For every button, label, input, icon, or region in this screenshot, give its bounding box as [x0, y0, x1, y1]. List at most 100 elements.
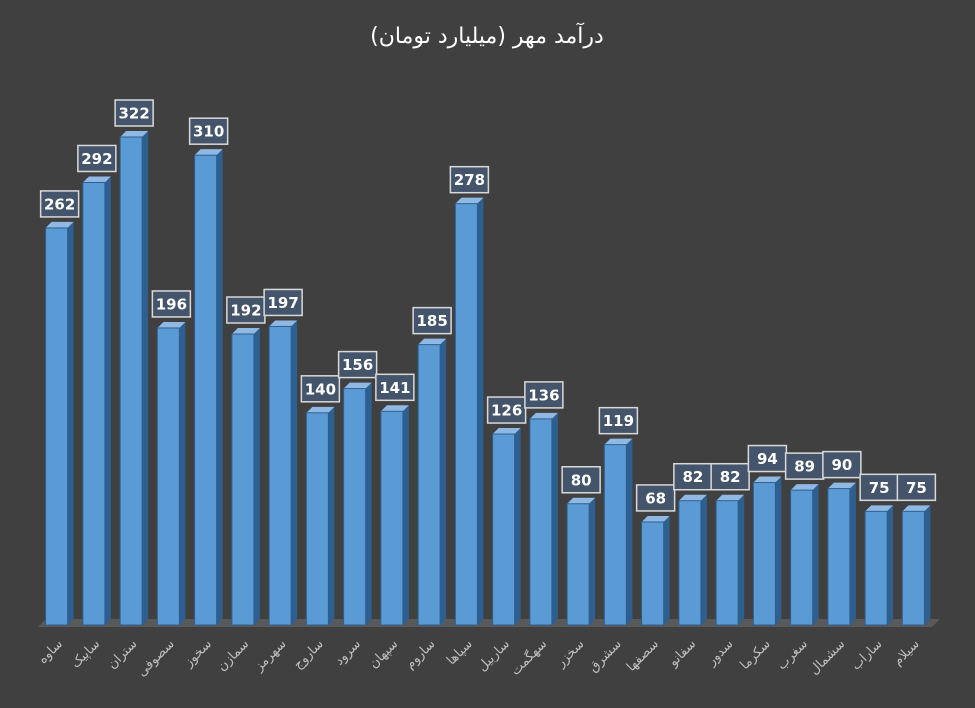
bar-side	[67, 221, 74, 625]
value-label: 119	[603, 412, 634, 430]
value-label-box	[561, 466, 601, 494]
value-label-box	[151, 290, 192, 318]
bar-side	[700, 494, 707, 625]
bar-side	[402, 405, 409, 625]
bar-top	[157, 321, 186, 328]
value-label: 75	[906, 479, 927, 497]
bar-side	[887, 505, 894, 625]
bar	[678, 500, 702, 626]
value-label-box	[486, 396, 527, 424]
value-label-box	[598, 406, 639, 435]
bar-top	[418, 338, 447, 345]
bar	[641, 521, 665, 626]
bar-side	[849, 482, 856, 625]
bar-side	[291, 320, 298, 625]
bar-side	[216, 149, 223, 625]
bar-side	[253, 328, 260, 625]
value-label: 322	[118, 105, 149, 123]
bar-side	[738, 494, 745, 625]
value-label: 82	[682, 468, 703, 486]
value-label: 89	[794, 458, 815, 476]
bar	[901, 510, 925, 626]
bar-top	[790, 484, 819, 491]
value-label: 197	[267, 294, 298, 312]
bar-top	[827, 482, 856, 489]
bar	[268, 325, 292, 626]
bar-side	[365, 382, 372, 625]
value-label-box	[673, 462, 713, 491]
bar-top	[306, 406, 335, 413]
bar-top	[902, 505, 931, 512]
bar-side	[477, 197, 484, 625]
value-label: 156	[342, 356, 373, 374]
bar-top	[567, 497, 596, 504]
bar	[454, 203, 478, 626]
value-label: 140	[305, 380, 336, 398]
value-label-box	[710, 462, 750, 491]
value-label: 278	[454, 171, 485, 189]
bar	[864, 510, 888, 626]
bar-top	[343, 382, 372, 389]
bar	[790, 489, 814, 626]
value-label: 68	[645, 489, 666, 507]
bar-side	[440, 338, 447, 625]
bar	[827, 488, 851, 626]
value-label-box	[300, 375, 341, 403]
value-label-box	[859, 473, 899, 502]
bar-side	[663, 515, 670, 625]
value-label: 136	[528, 386, 559, 404]
value-label-box	[449, 165, 490, 194]
bar	[343, 388, 367, 626]
bar-side	[142, 131, 149, 625]
value-label-box	[114, 99, 154, 127]
value-label-box	[375, 373, 415, 402]
bar-top	[269, 320, 298, 327]
value-label-box	[39, 190, 80, 218]
bar-side	[924, 505, 931, 625]
bar-top	[380, 405, 409, 412]
bar	[305, 412, 329, 626]
bar-top	[716, 494, 745, 501]
value-label-box	[263, 288, 303, 317]
bar-top	[865, 505, 894, 512]
value-label-box	[77, 144, 117, 173]
bar	[119, 136, 143, 626]
value-label-box	[896, 473, 937, 502]
value-label: 292	[81, 150, 112, 168]
bar-side	[589, 497, 596, 625]
bar	[603, 444, 627, 626]
value-label-box	[188, 117, 229, 145]
value-label: 75	[869, 479, 890, 497]
value-label-box	[635, 484, 676, 512]
bar-top	[194, 149, 223, 156]
bar	[566, 503, 590, 626]
value-label-box	[747, 444, 788, 473]
value-label: 80	[571, 471, 592, 489]
bar-top	[231, 328, 260, 335]
value-label: 185	[416, 312, 447, 330]
bar	[82, 181, 106, 626]
value-label: 82	[720, 468, 741, 486]
bar-top	[45, 221, 74, 228]
bar-side	[328, 406, 335, 625]
bar-top	[678, 494, 707, 501]
bar-top	[120, 131, 149, 137]
value-label-box	[524, 381, 564, 409]
bar-side	[775, 476, 782, 625]
value-label-box	[226, 296, 266, 324]
bar-top	[82, 176, 111, 183]
bar-side	[179, 321, 186, 625]
value-label: 192	[230, 302, 261, 320]
value-label: 141	[379, 379, 410, 397]
bar-side	[104, 176, 111, 626]
bar-side	[514, 428, 521, 625]
bar-top	[455, 197, 484, 204]
value-label: 262	[44, 195, 75, 213]
value-label-box	[412, 306, 452, 335]
bar-top	[604, 438, 633, 445]
bar-side	[626, 438, 633, 625]
bar	[492, 433, 516, 626]
bar	[156, 327, 180, 626]
